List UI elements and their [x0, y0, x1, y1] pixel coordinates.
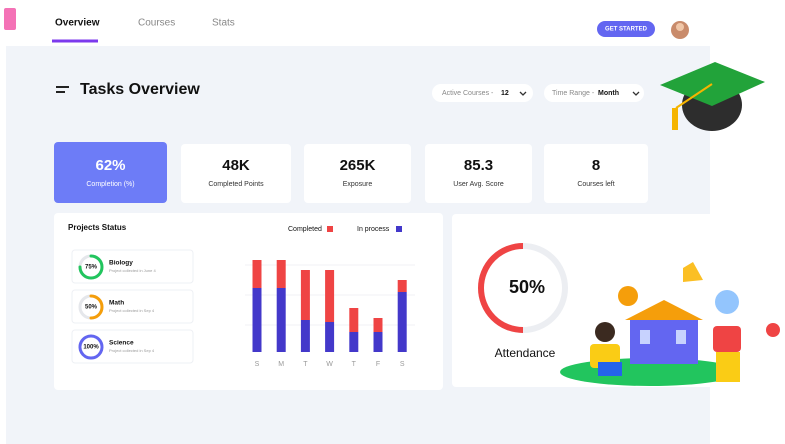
progress-label: 75% [85, 265, 98, 271]
stat-card [181, 144, 291, 203]
nav-tab[interactable]: Overview [55, 18, 100, 29]
stat-label: Completion (%) [86, 181, 134, 188]
legend-label: Completed [288, 226, 322, 233]
project-name: Biology [109, 260, 133, 267]
project-item [71, 249, 194, 284]
x-tick-label: T [303, 361, 308, 368]
bar-segment [325, 322, 335, 352]
attendance-label: Attendance [495, 346, 556, 360]
project-note: Project collected in June 4 [109, 268, 156, 273]
stat-card-highlight [54, 142, 167, 203]
card-title: Projects Status [68, 223, 127, 232]
filter-label: Active Courses - [442, 90, 494, 97]
stat-value: 8 [592, 157, 600, 174]
bar-segment [397, 280, 407, 292]
bar-segment [300, 270, 310, 320]
stat-value: 48K [222, 157, 250, 174]
progress-arc [78, 254, 104, 280]
stat-value: 62% [95, 157, 125, 174]
progress-label: 100% [83, 345, 99, 351]
menu-icon [56, 86, 69, 93]
bar-segment [325, 270, 335, 322]
avatar-face [676, 23, 684, 31]
stat-label: User Avg. Score [453, 181, 504, 188]
graduation-cap [660, 62, 765, 131]
nav-tab[interactable]: Courses [138, 18, 175, 29]
bar-segment [252, 288, 262, 352]
x-tick-label: M [278, 361, 284, 368]
filter-value: 12 [501, 90, 509, 97]
filter-label: Time Range - [552, 90, 595, 97]
stat-label: Completed Points [208, 181, 264, 188]
project-name: Math [109, 300, 124, 307]
project-item [71, 289, 194, 324]
x-tick-label: W [326, 361, 333, 368]
bar-segment [300, 320, 310, 352]
progress-arc [89, 294, 104, 320]
bar-segment [373, 332, 383, 352]
logo [4, 8, 16, 30]
get-started-button[interactable] [597, 21, 655, 37]
stat-value: 85.3 [464, 157, 493, 174]
x-tick-label: S [400, 361, 405, 368]
stat-label: Exposure [343, 181, 373, 188]
progress-arc [78, 334, 104, 360]
project-note: Project collected in Sep 4 [109, 308, 155, 313]
filter-dropdown[interactable] [544, 84, 644, 102]
stat-value: 265K [340, 157, 376, 174]
stat-label: Courses left [577, 181, 614, 188]
filter-dropdown[interactable] [432, 84, 533, 102]
dropdown-chevron [632, 91, 640, 96]
progress-arc [478, 243, 524, 333]
nav-tab[interactable]: Stats [212, 18, 235, 29]
bar-segment [397, 292, 407, 352]
stat-card [544, 144, 648, 203]
legend-label: In process [357, 226, 390, 233]
dropdown-chevron [519, 91, 527, 96]
x-tick-label: T [352, 361, 357, 368]
page-title: Tasks Overview [80, 81, 200, 98]
filter-value: Month [598, 90, 619, 97]
project-name: Science [109, 340, 134, 347]
bar-segment [276, 260, 286, 288]
x-tick-label: S [255, 361, 260, 368]
bar-segment [373, 318, 383, 332]
legend-swatch [327, 226, 333, 232]
bar-segment [349, 332, 359, 352]
bar-segment [349, 308, 359, 332]
stat-card [304, 144, 411, 203]
legend-swatch [396, 226, 402, 232]
progress-label: 50% [85, 305, 98, 311]
stat-card [425, 144, 532, 203]
illustration [560, 262, 780, 386]
bar-segment [276, 288, 286, 352]
bar-segment [252, 260, 262, 288]
attendance-value: 50% [509, 277, 545, 297]
project-note: Project collected in Sep 4 [109, 348, 155, 353]
project-item [71, 329, 194, 364]
button-label: GET STARTED [605, 27, 648, 33]
x-tick-label: F [376, 361, 380, 368]
